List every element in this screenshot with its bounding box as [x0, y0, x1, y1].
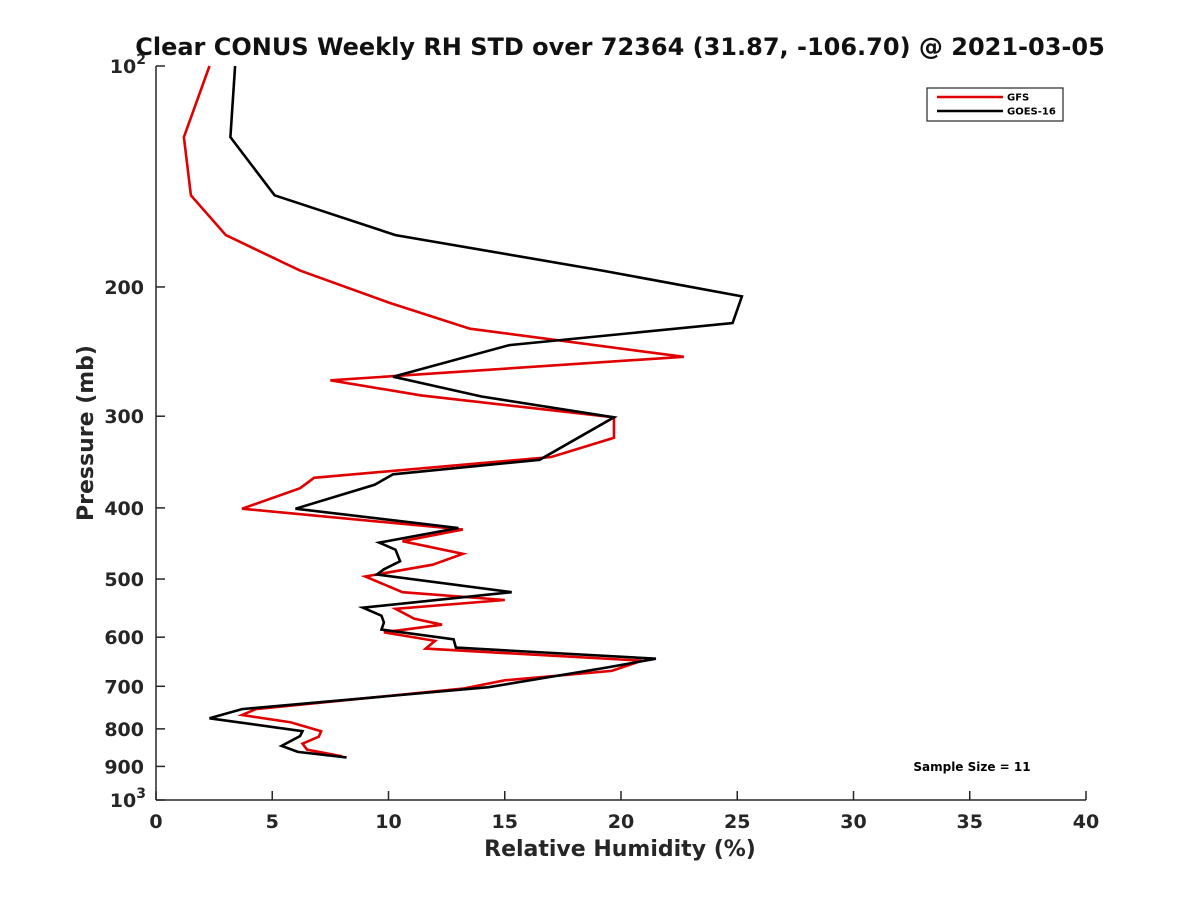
- series-group: [182, 65, 744, 759]
- y-tick-label: 600: [104, 627, 144, 649]
- legend-label-gfs: GFS: [1007, 93, 1029, 104]
- y-tick-label: 900: [104, 756, 144, 778]
- x-tick-label: 20: [608, 811, 634, 833]
- y-tick-label: 300: [104, 406, 144, 428]
- y-axis-label: Pressure (mb): [74, 345, 99, 521]
- x-tick-label: 30: [840, 811, 866, 833]
- x-tick-label: 25: [724, 811, 750, 833]
- plot-area: [182, 65, 744, 759]
- series-goes-16: [209, 65, 744, 759]
- series-line-gfs: [182, 65, 684, 758]
- y-tick-label: 103: [110, 786, 146, 812]
- x-axis-label: Relative Humidity (%): [484, 837, 756, 862]
- y-tick-label: 200: [104, 277, 144, 299]
- chart-title: Clear CONUS Weekly RH STD over 72364 (31…: [135, 33, 1105, 61]
- legend-box: [926, 87, 1064, 122]
- series-line-goes-16: [209, 65, 744, 759]
- x-tick-label: 0: [149, 811, 162, 833]
- legend-label-goes-16: GOES-16: [1007, 107, 1056, 118]
- x-tick-label: 15: [492, 811, 518, 833]
- y-tick-label: 800: [104, 719, 144, 741]
- series-gfs: [182, 65, 684, 758]
- y-tick-label: 102: [110, 52, 146, 78]
- y-tick-label: 400: [104, 498, 144, 520]
- sample-size-annotation: Sample Size = 11: [913, 760, 1030, 774]
- y-tick-label: 500: [104, 569, 144, 591]
- legend: GFS GOES-16: [926, 87, 1064, 122]
- x-tick-label: 10: [375, 811, 401, 833]
- x-tick-label: 40: [1073, 811, 1099, 833]
- tick-labels: 0 5 10 15 20 25 30 35 40 102 200 300 400 500 600 700 800…: [104, 52, 1099, 833]
- y-tick-label: 700: [104, 676, 144, 698]
- x-tick-label: 5: [266, 811, 279, 833]
- x-tick-label: 35: [957, 811, 983, 833]
- axes: [155, 65, 1087, 801]
